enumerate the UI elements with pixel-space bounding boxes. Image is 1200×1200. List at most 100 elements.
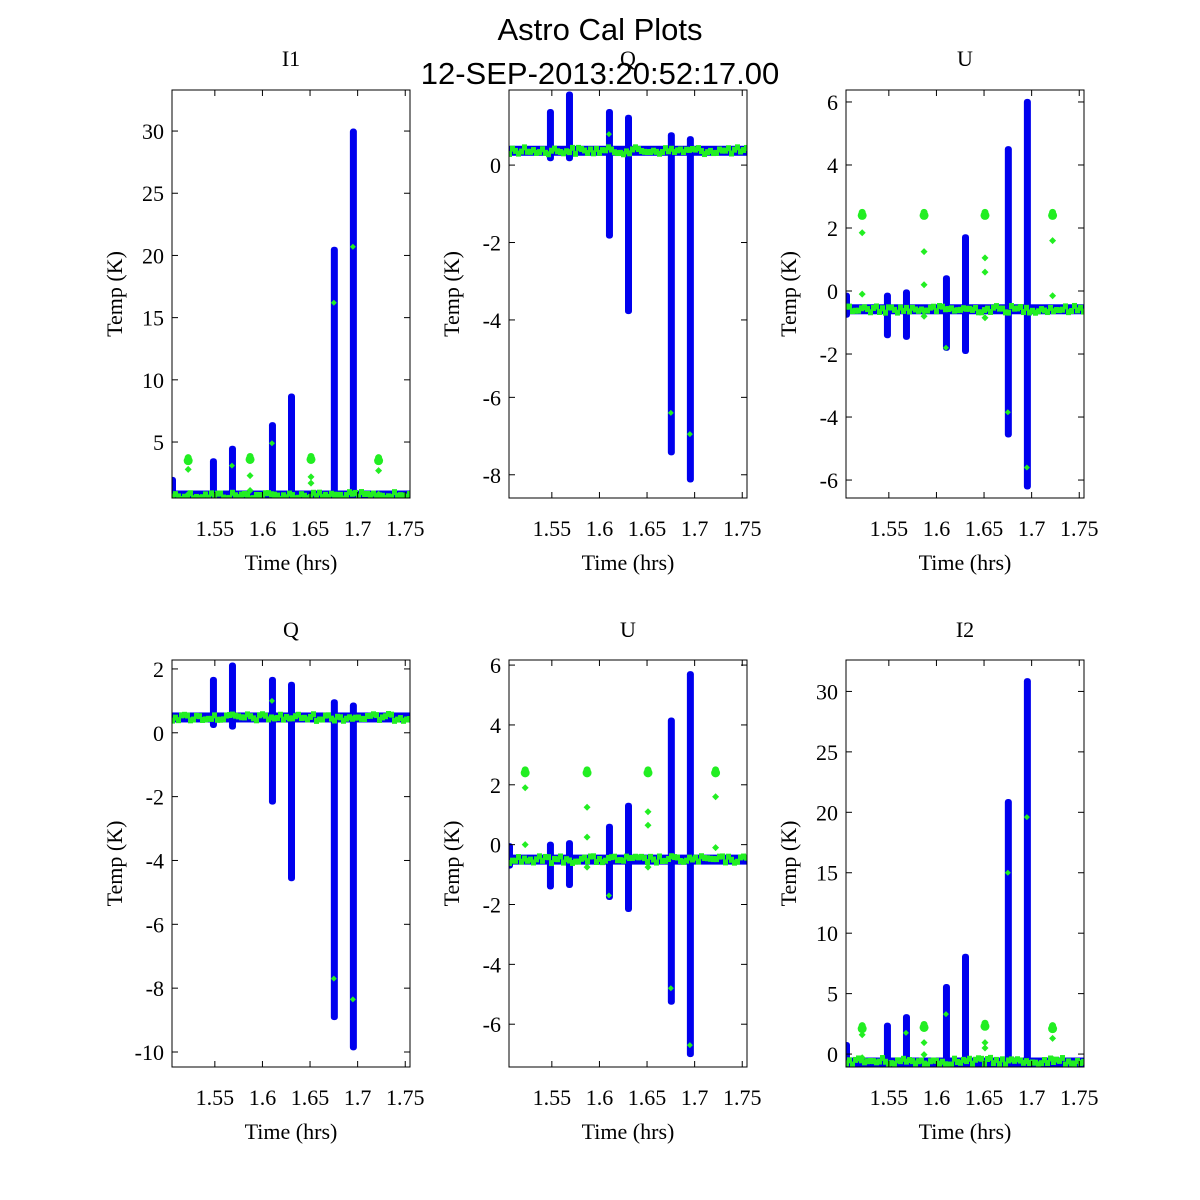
green-point (883, 309, 888, 316)
y-tick-label: 20 (816, 800, 838, 825)
green-point (961, 305, 966, 312)
green-point (651, 856, 656, 863)
blue-spike-6 (330, 246, 338, 498)
green-point (278, 711, 283, 718)
green-point (239, 714, 244, 721)
green-point (981, 254, 989, 262)
green-point (741, 853, 746, 860)
green-point (290, 715, 295, 722)
plot-frame (845, 659, 1085, 1068)
green-point (353, 489, 358, 496)
green-point (1018, 303, 1023, 310)
green-point (398, 492, 403, 498)
green-point (1021, 309, 1026, 316)
green-point (1057, 307, 1062, 314)
green-point (401, 492, 406, 498)
y-tick-label: -6 (483, 1012, 501, 1037)
green-point (200, 494, 205, 498)
green-point (528, 856, 533, 863)
green-point (846, 1060, 849, 1067)
green-point (194, 712, 199, 719)
green-point (645, 149, 650, 156)
green-point (895, 309, 900, 316)
green-point (681, 149, 686, 156)
green-point (940, 303, 945, 310)
blue-spike-4 (605, 823, 613, 901)
green-point (1039, 1060, 1044, 1067)
green-point (1024, 1058, 1029, 1065)
green-point (296, 494, 301, 498)
green-point (173, 491, 178, 498)
green-point (1054, 1056, 1059, 1063)
series-blue (172, 128, 410, 498)
green-point (254, 491, 259, 498)
green-point (642, 148, 647, 155)
green-point (934, 308, 939, 315)
green-point (858, 229, 866, 237)
plot-area (172, 128, 410, 498)
y-axis-label: Temp (K) (102, 821, 127, 907)
green-point (729, 856, 734, 863)
green-point (1003, 1061, 1008, 1067)
green-point (377, 716, 382, 723)
green-point (967, 305, 972, 312)
green-point (561, 859, 566, 866)
green-point (603, 147, 608, 154)
x-axis-label: Time (hrs) (245, 550, 338, 575)
green-point (937, 1060, 942, 1067)
blue-spike-5 (962, 234, 969, 355)
green-point (850, 308, 855, 315)
green-point (375, 490, 383, 498)
x-tick-label: 1.7 (681, 1085, 709, 1110)
green-point (1027, 1060, 1032, 1067)
green-point (1045, 309, 1050, 316)
green-point (916, 1058, 921, 1065)
green-point (732, 859, 737, 866)
y-tick-label: -8 (146, 976, 164, 1001)
x-axis-label: Time (hrs) (919, 550, 1012, 575)
green-point (570, 144, 575, 151)
series-blue (846, 98, 1084, 490)
green-point (874, 1059, 879, 1066)
green-point (615, 857, 620, 864)
green-point (1049, 292, 1057, 300)
green-cluster-point (981, 1019, 989, 1027)
green-point (509, 150, 512, 157)
green-point (955, 1058, 960, 1065)
green-point (338, 714, 343, 721)
blue-spike-7 (349, 128, 357, 498)
subplot-title: U (957, 46, 973, 71)
blue-spike-5 (330, 699, 338, 1021)
green-point (320, 716, 325, 723)
green-point (735, 144, 740, 151)
green-point (305, 494, 310, 498)
blue-spike-7 (1023, 98, 1031, 490)
green-point (368, 712, 373, 719)
green-point (302, 714, 307, 721)
green-point (627, 855, 632, 862)
green-point (1004, 869, 1011, 876)
green-point (627, 150, 632, 157)
series-green (172, 243, 410, 498)
green-point (302, 492, 307, 498)
green-point (981, 1039, 989, 1047)
series-green (846, 814, 1084, 1067)
green-point (708, 147, 713, 154)
green-point (233, 712, 238, 719)
green-point (994, 1056, 999, 1063)
green-point (1018, 1057, 1023, 1064)
subplot-title: U (620, 617, 636, 642)
green-point (272, 491, 277, 498)
green-point (880, 1055, 885, 1062)
green-point (729, 150, 734, 157)
green-point (687, 146, 692, 153)
green-point (380, 492, 385, 498)
green-point (711, 856, 716, 863)
blue-spike-4 (942, 983, 950, 1064)
green-point (1075, 1058, 1080, 1065)
green-point (245, 491, 250, 498)
x-tick-label: 1.7 (344, 1085, 372, 1110)
green-point (534, 856, 539, 863)
green-cluster-point (858, 1022, 866, 1030)
green-point (323, 491, 328, 498)
